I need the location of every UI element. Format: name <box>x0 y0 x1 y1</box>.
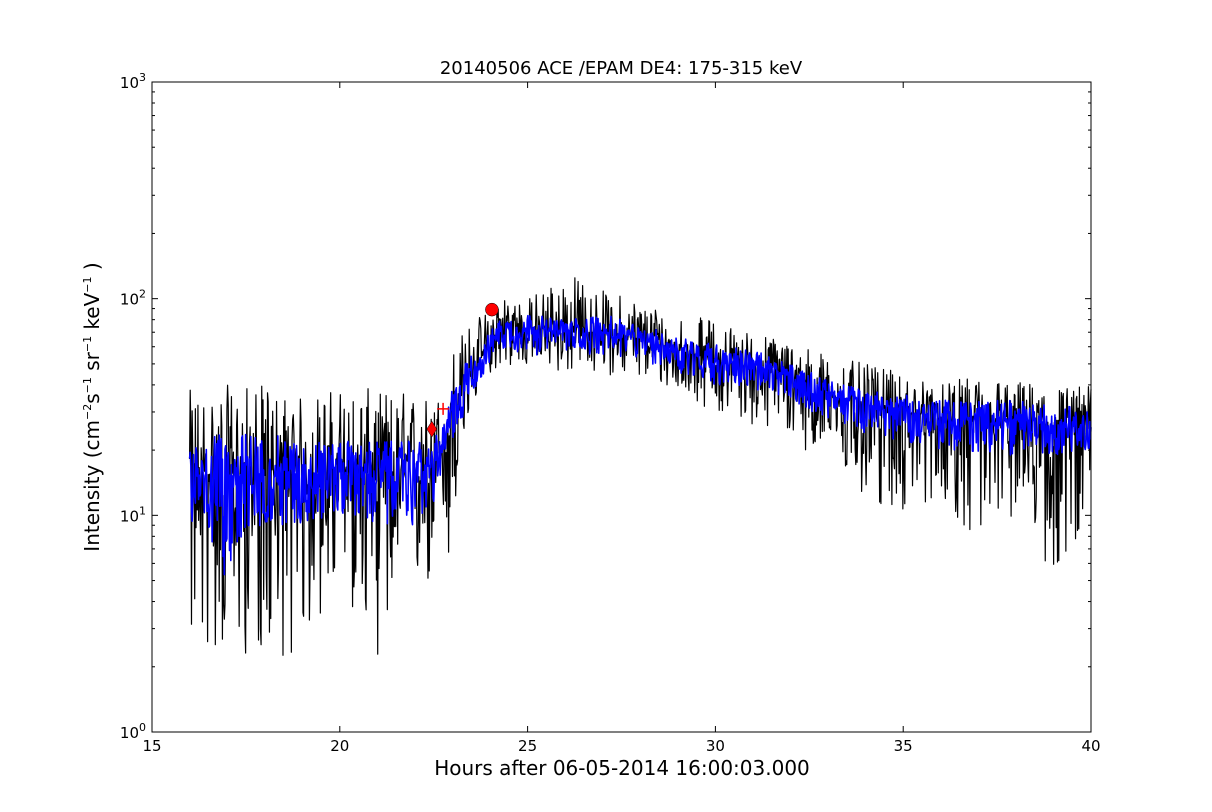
x-tick-label: 35 <box>894 737 913 755</box>
y-axis: 100 101 102 103 <box>120 71 1091 742</box>
x-tick-label: 15 <box>142 737 161 755</box>
x-axis-label: Hours after 06-05-2014 16:00:03.000 <box>434 756 810 780</box>
y-tick-label: 102 <box>120 288 146 309</box>
series-line-2 <box>188 314 1092 576</box>
marker-plus <box>437 402 450 415</box>
x-axis: 15 20 25 30 35 40 <box>142 82 1101 755</box>
y-axis-label: Intensity (cm−2s−1 sr−1 keV−1 ) <box>80 262 104 551</box>
plot-frame <box>151 81 1092 733</box>
x-tick-label: 40 <box>1081 737 1100 755</box>
x-tick-label: 30 <box>706 737 725 755</box>
chart-title: 20140506 ACE /EPAM DE4: 175-315 keV <box>440 58 803 79</box>
marker-layer <box>426 302 499 438</box>
y-tick-label: 101 <box>120 504 146 525</box>
y-tick-label: 103 <box>120 71 146 92</box>
y-tick-label: 100 <box>120 721 146 742</box>
marker-diamond <box>426 420 438 438</box>
plot-area <box>188 277 1092 656</box>
marker-circle <box>485 302 499 317</box>
x-tick-label: 20 <box>330 737 349 755</box>
series-layer <box>188 277 1092 656</box>
x-tick-label: 25 <box>518 737 537 755</box>
